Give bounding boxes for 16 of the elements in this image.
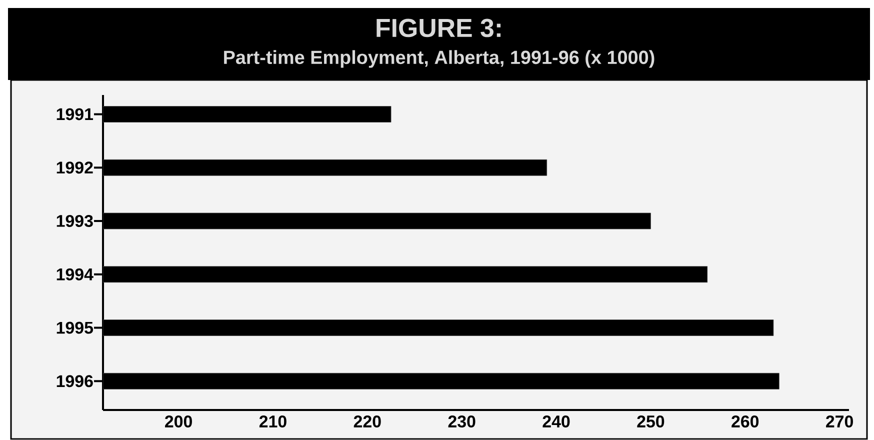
y-tick-label: 1995 — [56, 322, 94, 334]
y-tick-label: 1992 — [56, 162, 93, 174]
x-tick-label: 230 — [448, 416, 476, 428]
y-tick-label: 1996 — [56, 375, 93, 388]
x-tick-label: 260 — [732, 416, 759, 428]
x-tick-label: 210 — [259, 416, 286, 428]
x-tick-label: 200 — [165, 416, 192, 428]
x-tick-label: 250 — [637, 416, 664, 428]
x-tick-label: 220 — [354, 416, 381, 428]
chart-subtitle: Part-time Employment, Alberta, 1991-96 (x 1000) — [224, 50, 654, 68]
y-tick-label: 1991 — [56, 108, 94, 120]
y-tick-label: 1993 — [56, 215, 93, 228]
chart-title: FIGURE 3: — [376, 18, 501, 38]
x-tick-label: 270 — [826, 416, 853, 428]
x-tick-label: 240 — [542, 416, 570, 428]
y-tick-label: 1994 — [56, 268, 94, 281]
